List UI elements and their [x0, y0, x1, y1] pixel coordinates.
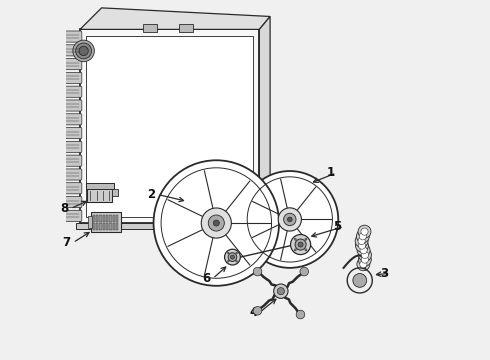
Circle shape — [79, 46, 88, 55]
Bar — [109, 223, 112, 230]
Circle shape — [230, 255, 234, 259]
Circle shape — [359, 248, 371, 261]
Bar — [86, 183, 114, 189]
Circle shape — [227, 252, 229, 254]
FancyBboxPatch shape — [62, 169, 82, 180]
Circle shape — [236, 261, 238, 262]
FancyBboxPatch shape — [62, 31, 82, 42]
FancyBboxPatch shape — [62, 155, 82, 166]
Bar — [76, 223, 263, 229]
Circle shape — [253, 267, 262, 276]
FancyBboxPatch shape — [62, 197, 82, 208]
Circle shape — [300, 267, 309, 276]
Circle shape — [284, 213, 296, 226]
Circle shape — [355, 234, 368, 247]
Circle shape — [294, 249, 296, 251]
Circle shape — [358, 253, 371, 266]
Circle shape — [224, 249, 240, 265]
Circle shape — [360, 247, 367, 254]
Bar — [143, 24, 157, 32]
Bar — [112, 189, 118, 196]
Bar — [88, 216, 92, 228]
Bar — [179, 24, 193, 32]
Circle shape — [357, 244, 370, 257]
Circle shape — [236, 252, 238, 254]
Circle shape — [356, 239, 368, 252]
Text: 3: 3 — [380, 267, 388, 280]
Bar — [87, 184, 112, 202]
Circle shape — [359, 233, 367, 240]
Polygon shape — [87, 36, 253, 217]
Circle shape — [296, 310, 305, 319]
Circle shape — [295, 239, 306, 250]
Bar — [91, 212, 122, 232]
Bar — [106, 215, 108, 222]
Polygon shape — [80, 8, 270, 30]
Bar — [103, 215, 105, 222]
FancyBboxPatch shape — [62, 45, 82, 56]
Circle shape — [201, 208, 231, 238]
Circle shape — [227, 261, 229, 262]
Circle shape — [298, 242, 303, 247]
Text: 6: 6 — [202, 272, 211, 285]
Circle shape — [358, 237, 365, 244]
Bar — [93, 223, 95, 230]
Circle shape — [305, 249, 307, 251]
FancyBboxPatch shape — [62, 210, 82, 221]
Circle shape — [361, 256, 368, 263]
Text: 1: 1 — [326, 166, 334, 179]
Bar — [99, 215, 101, 222]
FancyBboxPatch shape — [62, 72, 82, 84]
Text: 8: 8 — [60, 202, 69, 215]
Circle shape — [358, 242, 366, 249]
Circle shape — [213, 220, 220, 226]
Bar — [109, 215, 112, 222]
Circle shape — [253, 306, 262, 315]
Bar — [103, 223, 105, 230]
Circle shape — [356, 230, 369, 243]
FancyBboxPatch shape — [62, 183, 82, 194]
Bar — [106, 223, 108, 230]
Circle shape — [228, 253, 237, 261]
Circle shape — [294, 238, 296, 240]
FancyBboxPatch shape — [62, 114, 82, 125]
Bar — [93, 215, 95, 222]
Circle shape — [242, 171, 338, 268]
Bar — [116, 215, 119, 222]
Circle shape — [357, 258, 370, 271]
Circle shape — [291, 234, 311, 255]
Polygon shape — [80, 30, 259, 223]
Text: 4: 4 — [249, 306, 257, 319]
FancyBboxPatch shape — [62, 100, 82, 111]
FancyBboxPatch shape — [62, 141, 82, 152]
Circle shape — [274, 284, 288, 298]
Circle shape — [353, 274, 367, 287]
FancyBboxPatch shape — [62, 127, 82, 139]
Bar — [96, 223, 98, 230]
Circle shape — [76, 43, 92, 59]
Circle shape — [358, 225, 371, 238]
Circle shape — [361, 228, 368, 235]
Circle shape — [153, 160, 279, 286]
Polygon shape — [259, 17, 270, 223]
Circle shape — [277, 288, 285, 295]
Text: 2: 2 — [147, 188, 155, 201]
Circle shape — [362, 251, 368, 258]
Circle shape — [73, 40, 95, 62]
Circle shape — [288, 217, 292, 222]
FancyBboxPatch shape — [62, 59, 82, 70]
Bar — [113, 223, 115, 230]
Bar — [116, 223, 119, 230]
Bar — [113, 215, 115, 222]
Text: 7: 7 — [63, 236, 71, 249]
Bar — [99, 223, 101, 230]
Text: 5: 5 — [333, 220, 342, 233]
Bar — [96, 215, 98, 222]
FancyBboxPatch shape — [62, 86, 82, 97]
Circle shape — [360, 261, 367, 268]
Circle shape — [278, 208, 301, 231]
Circle shape — [208, 215, 224, 231]
Circle shape — [305, 238, 307, 240]
